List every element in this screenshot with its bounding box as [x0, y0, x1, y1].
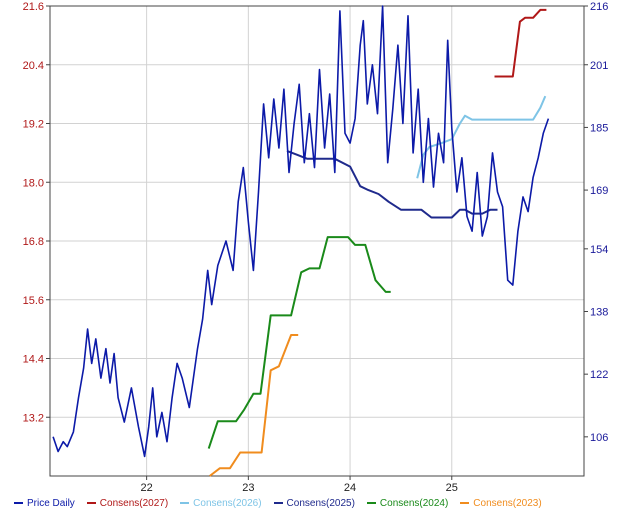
series-line-consens-2024: [207, 236, 391, 449]
series-line-consens-2027: [494, 8, 547, 78]
legend-label: Price Daily: [27, 498, 75, 509]
y-left-tick-label: 14.4: [23, 354, 44, 366]
legend-item: Consens(2023): [460, 496, 542, 511]
legend-label: Consens(2023): [473, 498, 542, 509]
y-axis-right: 216 201 185 169 154 138 122 106: [584, 1, 608, 444]
y-right-tick-label: 138: [590, 307, 608, 319]
legend-item: Consens(2024): [366, 496, 449, 511]
legend-swatch: [14, 502, 23, 505]
y-left-tick-label: 19.2: [23, 119, 44, 131]
legend-item: Consens(2027): [86, 496, 169, 511]
y-left-tick-label: 21.6: [23, 1, 44, 13]
y-axis-left: 21.6 20.4 19.2 18.0 16.8 15.6 14.4 13.2: [23, 1, 50, 424]
legend-label: Consens(2025): [286, 498, 355, 509]
x-tick-label: 25: [446, 482, 458, 494]
y-right-tick-label: 169: [590, 185, 608, 197]
series-line-consens-2026: [416, 95, 547, 179]
series-line-price-daily: [52, 5, 550, 458]
y-left-tick-label: 16.8: [23, 236, 44, 248]
series-layer: [52, 5, 550, 477]
x-tick-label: 23: [242, 482, 254, 494]
grid: [50, 5, 584, 476]
legend-swatch: [86, 502, 96, 505]
x-tick-label: 24: [344, 482, 356, 494]
y-left-tick-label: 15.6: [23, 295, 44, 307]
series-line-consens-2025: [286, 149, 498, 219]
series-line-consens-2023: [209, 334, 299, 477]
y-right-tick-label: 216: [590, 1, 608, 13]
legend-swatch: [366, 502, 376, 505]
legend-label: Consens(2024): [379, 498, 449, 509]
legend-item: Price Daily: [14, 496, 75, 511]
y-left-tick-label: 20.4: [23, 60, 44, 72]
legend-swatch: [460, 502, 470, 505]
x-tick-label: 22: [141, 482, 153, 494]
y-right-tick-label: 185: [590, 122, 608, 134]
legend-swatch: [273, 502, 283, 505]
y-left-tick-label: 18.0: [23, 177, 44, 189]
legend-item: Consens(2025): [273, 496, 355, 511]
x-axis: 22 23 24 25: [141, 476, 458, 494]
legend-label: Consens(2027): [99, 498, 169, 509]
y-right-tick-label: 122: [590, 369, 608, 381]
legend-swatch: [180, 502, 190, 505]
legend-item: Consens(2026): [180, 496, 262, 511]
y-right-tick-label: 201: [590, 60, 608, 72]
y-right-tick-label: 154: [590, 244, 608, 256]
legend: Price Daily Consens(2027) Consens(2026) Con…: [14, 496, 604, 511]
legend-label: Consens(2026): [193, 498, 262, 509]
y-left-tick-label: 13.2: [23, 412, 44, 424]
y-right-tick-label: 106: [590, 432, 608, 444]
